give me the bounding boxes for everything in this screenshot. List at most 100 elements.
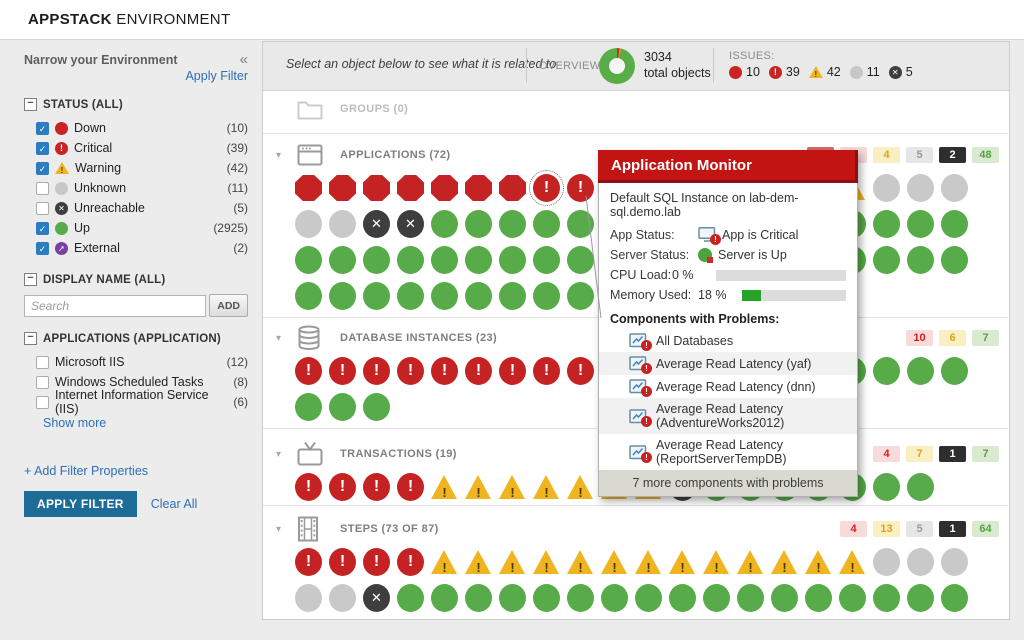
- up-object-icon[interactable]: [431, 246, 458, 274]
- up-object-icon[interactable]: [873, 246, 900, 274]
- critical-object-icon[interactable]: !: [431, 357, 458, 385]
- up-object-icon[interactable]: [465, 210, 492, 238]
- down-object-icon[interactable]: [499, 175, 526, 201]
- up-object-icon[interactable]: [941, 210, 968, 238]
- checkbox[interactable]: [36, 181, 49, 195]
- up-object-icon[interactable]: [873, 473, 900, 501]
- up-object-icon[interactable]: [805, 584, 832, 612]
- up-object-icon[interactable]: [567, 282, 594, 310]
- critical-object-icon[interactable]: !: [567, 174, 594, 202]
- down-object-icon[interactable]: [465, 175, 492, 201]
- warning-object-icon[interactable]: !: [669, 548, 696, 576]
- component-with-problem[interactable]: ! Average Read Latency (ReportServerTempD…: [599, 434, 857, 470]
- up-object-icon[interactable]: [873, 357, 900, 385]
- collapse-minus-icon[interactable]: −: [24, 332, 37, 345]
- up-object-icon[interactable]: [329, 393, 356, 421]
- checkbox[interactable]: [36, 201, 49, 215]
- critical-object-icon[interactable]: !: [329, 357, 356, 385]
- up-object-icon[interactable]: [295, 282, 322, 310]
- critical-object-icon[interactable]: !: [499, 357, 526, 385]
- checkbox[interactable]: ✓: [36, 241, 49, 255]
- up-object-icon[interactable]: [363, 282, 390, 310]
- up-object-icon[interactable]: [907, 246, 934, 274]
- up-object-icon[interactable]: [873, 210, 900, 238]
- up-object-icon[interactable]: [941, 584, 968, 612]
- collapse-arrow-icon[interactable]: ▾: [276, 149, 282, 161]
- unreachable-object-icon[interactable]: ✕: [397, 210, 424, 238]
- unreachable-object-icon[interactable]: ✕: [363, 584, 390, 612]
- critical-object-icon[interactable]: !: [363, 548, 390, 576]
- up-object-icon[interactable]: [907, 210, 934, 238]
- checkbox[interactable]: [36, 375, 49, 389]
- up-object-icon[interactable]: [771, 584, 798, 612]
- warning-object-icon[interactable]: !: [431, 548, 458, 576]
- critical-object-icon[interactable]: !: [397, 357, 424, 385]
- checkbox[interactable]: ✓: [36, 141, 49, 155]
- warning-object-icon[interactable]: !: [567, 473, 594, 501]
- up-object-icon[interactable]: [465, 246, 492, 274]
- component-with-problem[interactable]: ! Average Read Latency (AdventureWorks201…: [599, 398, 857, 434]
- up-object-icon[interactable]: [499, 282, 526, 310]
- warning-object-icon[interactable]: !: [703, 548, 730, 576]
- up-object-icon[interactable]: [329, 282, 356, 310]
- warning-object-icon[interactable]: !: [805, 548, 832, 576]
- up-object-icon[interactable]: [499, 584, 526, 612]
- apply-filter-button[interactable]: APPLY FILTER: [24, 491, 137, 517]
- unknown-object-icon[interactable]: [329, 210, 356, 238]
- collapse-minus-icon[interactable]: −: [24, 98, 37, 111]
- warning-object-icon[interactable]: !: [533, 548, 560, 576]
- more-components-footer[interactable]: 7 more components with problems: [599, 470, 857, 496]
- up-object-icon[interactable]: [431, 210, 458, 238]
- critical-object-icon[interactable]: !: [295, 357, 322, 385]
- up-object-icon[interactable]: [873, 584, 900, 612]
- up-object-icon[interactable]: [329, 246, 356, 274]
- checkbox[interactable]: ✓: [36, 161, 49, 175]
- up-object-icon[interactable]: [397, 584, 424, 612]
- warning-object-icon[interactable]: !: [499, 473, 526, 501]
- critical-object-icon[interactable]: !: [295, 473, 322, 501]
- up-object-icon[interactable]: [669, 584, 696, 612]
- up-object-icon[interactable]: [363, 246, 390, 274]
- warning-object-icon[interactable]: !: [635, 548, 662, 576]
- sidebar-collapse-icon[interactable]: «: [239, 51, 248, 68]
- warning-object-icon[interactable]: !: [465, 548, 492, 576]
- unknown-object-icon[interactable]: [941, 174, 968, 202]
- up-object-icon[interactable]: [533, 246, 560, 274]
- checkbox[interactable]: ✓: [36, 121, 49, 135]
- up-object-icon[interactable]: [533, 282, 560, 310]
- critical-object-icon[interactable]: !: [397, 473, 424, 501]
- up-object-icon[interactable]: [703, 584, 730, 612]
- up-object-icon[interactable]: [431, 282, 458, 310]
- up-object-icon[interactable]: [465, 584, 492, 612]
- component-with-problem[interactable]: ! Average Read Latency (dnn): [599, 375, 857, 398]
- unknown-object-icon[interactable]: [329, 584, 356, 612]
- up-object-icon[interactable]: [397, 282, 424, 310]
- critical-object-icon[interactable]: !: [363, 357, 390, 385]
- collapse-arrow-icon[interactable]: ▾: [276, 523, 282, 535]
- up-object-icon[interactable]: [941, 357, 968, 385]
- collapse-arrow-icon[interactable]: ▾: [276, 448, 282, 460]
- unknown-object-icon[interactable]: [907, 174, 934, 202]
- critical-object-icon[interactable]: !: [397, 548, 424, 576]
- critical-object-icon[interactable]: !: [533, 357, 560, 385]
- up-object-icon[interactable]: [295, 246, 322, 274]
- warning-object-icon[interactable]: !: [737, 548, 764, 576]
- up-object-icon[interactable]: [941, 246, 968, 274]
- warning-object-icon[interactable]: !: [839, 548, 866, 576]
- warning-object-icon[interactable]: !: [499, 548, 526, 576]
- critical-object-icon[interactable]: !: [295, 548, 322, 576]
- warning-object-icon[interactable]: !: [431, 473, 458, 501]
- critical-object-icon[interactable]: !: [567, 357, 594, 385]
- up-object-icon[interactable]: [499, 246, 526, 274]
- warning-object-icon[interactable]: !: [601, 548, 628, 576]
- up-object-icon[interactable]: [635, 584, 662, 612]
- up-object-icon[interactable]: [601, 584, 628, 612]
- down-object-icon[interactable]: [329, 175, 356, 201]
- up-object-icon[interactable]: [397, 246, 424, 274]
- up-object-icon[interactable]: [295, 393, 322, 421]
- up-object-icon[interactable]: [907, 584, 934, 612]
- show-more-link[interactable]: Show more: [43, 416, 107, 430]
- unknown-object-icon[interactable]: [873, 174, 900, 202]
- down-object-icon[interactable]: [295, 175, 322, 201]
- clear-all-link[interactable]: Clear All: [150, 497, 198, 511]
